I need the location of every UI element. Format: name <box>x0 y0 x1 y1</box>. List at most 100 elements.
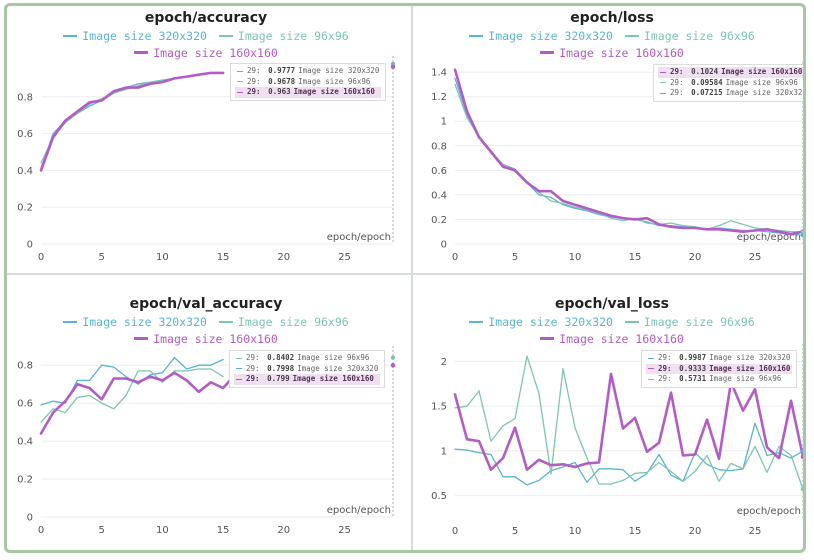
tooltip-series-icon <box>660 82 666 83</box>
y-tick-label: 2 <box>441 357 447 368</box>
chart-legend: Image size 320x320 Image size 96x96 Image … <box>413 314 803 348</box>
legend-label: Image size 96x96 <box>237 315 349 329</box>
series-line <box>39 71 225 172</box>
tooltip-series-icon <box>237 70 243 72</box>
tooltip-series-icon <box>237 81 243 82</box>
x-tick-label: 0 <box>38 525 44 536</box>
tooltip-row: 29: 0.8402 Image size 96x96 <box>234 353 380 364</box>
legend-item[interactable]: Image size 96x96 <box>218 314 349 331</box>
chart-panel-loss[interactable]: 0 0.2 0.4 0.6 0.8 1 1.2 1.4 0 5 10 15 20 25 epoch/epoc… <box>413 6 806 272</box>
tooltip-step: 29: <box>670 67 689 76</box>
tooltip-row: 29: 0.5731 Image size 96x96 <box>646 374 792 385</box>
tooltip-value: 0.8402 <box>267 353 295 362</box>
legend-item[interactable]: Image size 96x96 <box>624 314 755 331</box>
horizontal-divider <box>7 273 803 275</box>
chart-panel-accuracy[interactable]: 0 0.2 0.4 0.6 0.8 0 5 10 15 20 25 epoch/epoch epoch/… <box>7 6 405 272</box>
hover-tooltip: 29: 0.8402 Image size 96x96 29: 0.7998 Imag… <box>229 350 386 388</box>
legend-swatch-icon <box>134 51 149 54</box>
y-tick-label: 0 <box>27 240 33 251</box>
y-tick-label: 0.4 <box>431 190 447 201</box>
chart-legend: Image size 320x320 Image size 96x96 Image … <box>7 28 405 62</box>
tooltip-step: 29: <box>670 88 689 97</box>
end-point-marker <box>800 454 803 460</box>
x-tick-label: 20 <box>689 252 702 263</box>
legend-item[interactable]: Image size 96x96 <box>624 28 755 45</box>
legend-item[interactable]: Image size 320x320 <box>63 314 207 331</box>
tooltip-value: 0.9333 <box>679 363 707 373</box>
y-tick-label: 0.4 <box>17 166 33 177</box>
y-tick-label: 1.4 <box>431 68 447 79</box>
chart-svg[interactable]: 0 0.2 0.4 0.6 0.8 0 5 10 15 20 25 epoch/epoch <box>7 6 405 272</box>
legend-label: Image size 96x96 <box>643 315 755 329</box>
legend-item[interactable]: Image size 160x160 <box>134 331 278 348</box>
end-point-marker <box>800 448 803 454</box>
y-tick-label: 0.2 <box>17 475 33 486</box>
x-tick-label: 20 <box>277 525 290 536</box>
tooltip-step: 29: <box>247 76 266 86</box>
legend-item[interactable]: Image size 96x96 <box>218 28 349 45</box>
legend-label: Image size 96x96 <box>643 29 755 43</box>
series-line <box>454 355 803 490</box>
x-tick-label: 15 <box>629 526 642 537</box>
y-tick-label: 1 <box>441 117 447 128</box>
x-tick-label: 25 <box>749 526 762 537</box>
tooltip-series-label: Image size 96x96 <box>709 374 782 383</box>
end-point-marker <box>800 486 803 492</box>
y-tick-label: 0.2 <box>431 215 447 226</box>
x-axis-label: epoch/epoch <box>327 232 391 243</box>
chart-panel-val-accuracy[interactable]: 0 0.2 0.4 0.6 0.8 0 5 10 15 20 25 epoch/epoch epoch/… <box>7 276 405 542</box>
x-tick-label: 10 <box>569 526 582 537</box>
series-line <box>39 371 237 435</box>
chart-svg[interactable]: 0 0.2 0.4 0.6 0.8 1 1.2 1.4 0 5 10 15 20 25 epoch/epoc… <box>413 6 806 272</box>
x-tick-label: 5 <box>512 252 518 263</box>
tooltip-row: 29: 0.799 Image size 160x160 <box>234 374 381 385</box>
hover-tooltip: 29: 0.1024 Image size 160x160 29: 0.09584 I… <box>653 64 803 102</box>
y-tick-label: 1 <box>441 446 447 457</box>
y-tick-label: 0.6 <box>17 399 33 410</box>
x-tick-label: 0 <box>452 526 458 537</box>
y-tick-label: 0 <box>27 513 33 524</box>
y-tick-label: 0 <box>441 240 447 251</box>
legend-item[interactable]: Image size 320x320 <box>63 28 207 45</box>
legend-label: Image size 320x320 <box>82 315 207 329</box>
dashboard-frame: 0 0.2 0.4 0.6 0.8 0 5 10 15 20 25 epoch/epoch epoch/… <box>4 3 806 553</box>
legend-swatch-icon <box>218 320 233 323</box>
tooltip-row: 29: 0.9777 Image size 320x320 <box>235 66 381 77</box>
legend-label: Image size 160x160 <box>153 46 278 60</box>
x-tick-label: 0 <box>452 252 458 263</box>
hover-tooltip: 29: 0.9777 Image size 320x320 29: 0.9678 Im… <box>230 63 387 101</box>
legend-item[interactable]: Image size 160x160 <box>134 45 278 62</box>
legend-item[interactable]: Image size 320x320 <box>469 28 613 45</box>
legend-item[interactable]: Image size 160x160 <box>540 45 684 62</box>
tooltip-value: 0.9987 <box>679 353 707 362</box>
chart-title: epoch/val_accuracy <box>129 296 283 312</box>
x-tick-label: 15 <box>629 252 642 263</box>
x-tick-label: 15 <box>217 525 230 536</box>
chart-title: epoch/accuracy <box>144 10 268 26</box>
end-point-marker <box>390 64 396 70</box>
series-line <box>454 77 803 236</box>
tooltip-series-label: Image size 160x160 <box>721 67 803 76</box>
legend-item[interactable]: Image size 320x320 <box>469 314 613 331</box>
chart-title: epoch/val_loss <box>555 296 669 312</box>
tooltip-step: 29: <box>246 374 265 383</box>
tooltip-series-label: Image size 160x160 <box>292 374 374 383</box>
x-tick-label: 15 <box>217 252 230 263</box>
legend-item[interactable]: Image size 160x160 <box>540 331 684 348</box>
tooltip-value: 0.9777 <box>268 66 296 75</box>
x-axis-label: epoch/epoch <box>327 505 391 516</box>
legend-swatch-icon <box>469 34 484 37</box>
tooltip-value: 0.963 <box>268 87 291 96</box>
series-line <box>40 368 224 423</box>
y-tick-label: 0.6 <box>431 166 447 177</box>
tooltip-value: 0.9678 <box>268 76 296 86</box>
y-tick-label: 0.4 <box>17 437 33 448</box>
x-tick-label: 0 <box>38 252 44 263</box>
y-tick-label: 0.6 <box>17 129 33 140</box>
tooltip-value: 0.799 <box>267 374 290 383</box>
chart-panel-val-loss[interactable]: 0.5 1 1.5 2 0 5 10 15 20 25 epoch/epoch epoch/val_l… <box>413 276 806 542</box>
tooltip-row: 29: 0.07215 Image size 320x320 <box>658 88 803 99</box>
x-tick-label: 20 <box>689 526 702 537</box>
tooltip-series-icon <box>648 357 654 359</box>
